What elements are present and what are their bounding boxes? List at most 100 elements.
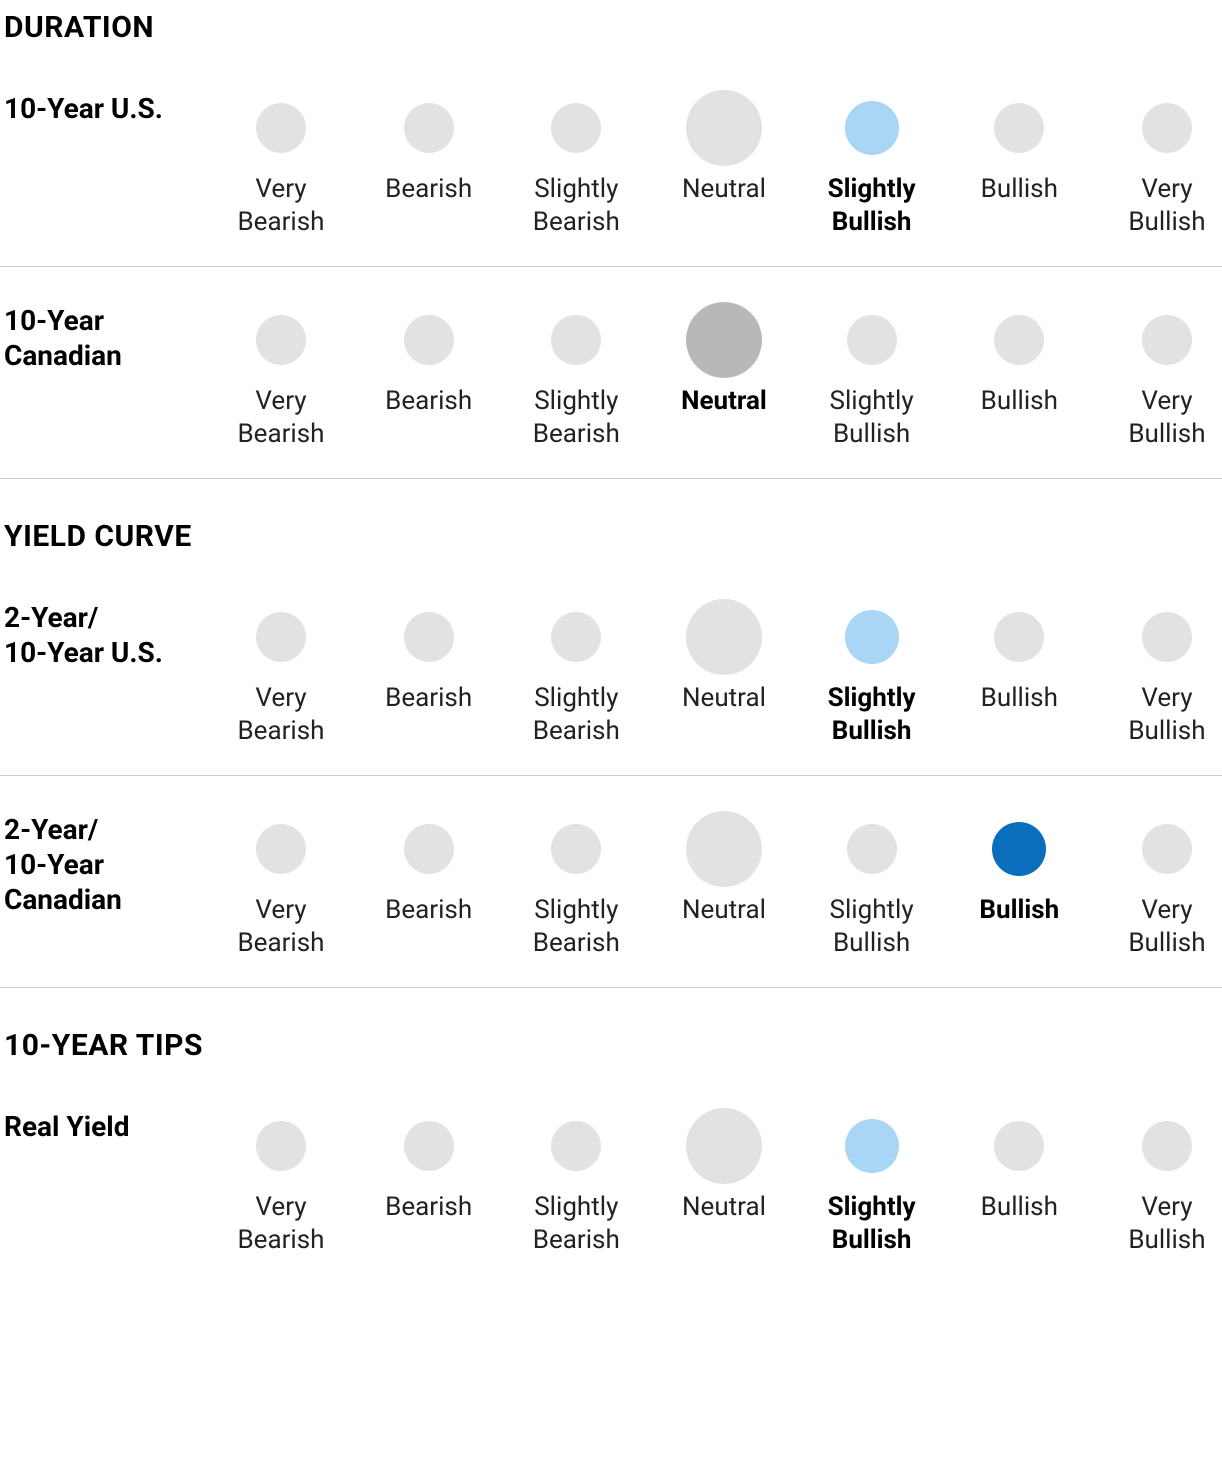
sentiment-dot (1142, 315, 1192, 365)
sentiment-dot (847, 824, 897, 874)
sentiment-dot (404, 1121, 454, 1171)
dot-wrap (992, 804, 1046, 894)
sentiment-dot (256, 103, 306, 153)
scale-label: Neutral (681, 385, 767, 418)
dot-wrap (404, 592, 454, 682)
scale-cell: VeryBearish (226, 1101, 336, 1256)
sentiment-dot (1142, 612, 1192, 662)
dot-wrap (845, 1101, 899, 1191)
dot-wrap (404, 804, 454, 894)
scale-cell: VeryBullish (1112, 295, 1222, 450)
sentiment-row: 2-Year/10-Year CanadianVeryBearishBearis… (0, 776, 1222, 988)
sentiment-dot (256, 315, 306, 365)
sentiment-row: 2-Year/10-Year U.S.VeryBearish Bearish Sli… (0, 564, 1222, 776)
sentiment-dot (551, 612, 601, 662)
scale-cell: VeryBearish (226, 804, 336, 959)
sentiment-scale: VeryBearishBearishSlightlyBearishNeutral… (226, 83, 1222, 238)
dot-wrap (845, 83, 899, 173)
sentiment-dot (845, 1119, 899, 1173)
sentiment-row: Real YieldVeryBearishBearishSlightlyBear… (0, 1073, 1222, 1284)
scale-label: Bullish (979, 894, 1059, 927)
scale-cell: Bearish (374, 83, 484, 238)
dot-wrap (686, 804, 762, 894)
dot-wrap (994, 592, 1044, 682)
scale-cell: SlightlyBullish (817, 295, 927, 450)
dot-wrap (847, 295, 897, 385)
sentiment-scale: VeryBearish Bearish SlightlyBearish Neutral… (226, 592, 1222, 747)
dot-wrap (256, 804, 306, 894)
scale-label: SlightlyBearish (533, 894, 620, 959)
scale-label: Neutral (682, 173, 766, 206)
dot-wrap (404, 1101, 454, 1191)
scale-cell: Bullish (964, 804, 1074, 959)
scale-label: VeryBullish (1128, 894, 1205, 959)
scale-cell: SlightlyBullish (817, 83, 927, 238)
dot-wrap (1142, 83, 1192, 173)
sentiment-dot (845, 610, 899, 664)
sentiment-dot (551, 103, 601, 153)
scale-cell: SlightlyBullish (817, 592, 927, 747)
scale-cell: VeryBullish (1112, 1101, 1222, 1256)
section-title: 10-YEAR TIPS (0, 1028, 1222, 1063)
dot-wrap (256, 1101, 306, 1191)
row-label: 2-Year/10-Year U.S. (4, 592, 226, 670)
sentiment-dot (686, 302, 762, 378)
scale-label: Neutral (682, 894, 766, 927)
sentiment-dot (845, 101, 899, 155)
scale-cell: VeryBearish (226, 592, 336, 747)
scale-cell: Bullish (964, 83, 1074, 238)
dot-wrap (845, 592, 899, 682)
sentiment-scale: VeryBearish Bearish SlightlyBearish Neutral… (226, 804, 1222, 959)
scale-cell: VeryBullish (1112, 592, 1222, 747)
sentiment-dot (551, 824, 601, 874)
dot-wrap (994, 295, 1044, 385)
dot-wrap (686, 83, 762, 173)
scale-label: Bullish (981, 1191, 1058, 1224)
scale-cell: Bullish (964, 1101, 1074, 1256)
scale-cell: Neutral (669, 592, 779, 747)
row-label: 10-Year Canadian (4, 295, 226, 373)
dot-wrap (1142, 804, 1192, 894)
scale-label: Bullish (981, 682, 1058, 715)
dot-wrap (551, 83, 601, 173)
scale-cell: Neutral (669, 83, 779, 238)
sentiment-dot (686, 599, 762, 675)
section-title: DURATION (0, 10, 1222, 45)
dot-wrap (1142, 1101, 1192, 1191)
sentiment-row: 10-Year CanadianVeryBearishBearishSlight… (0, 267, 1222, 479)
dot-wrap (551, 295, 601, 385)
scale-label: VeryBullish (1128, 682, 1205, 747)
scale-cell: Bearish (374, 1101, 484, 1256)
scale-cell: Bullish (964, 295, 1074, 450)
scale-label: Bearish (385, 1191, 472, 1224)
scale-label: VeryBullish (1128, 1191, 1205, 1256)
scale-label: Bearish (385, 173, 472, 206)
dot-wrap (256, 592, 306, 682)
sentiment-dot (686, 90, 762, 166)
sentiment-dot (994, 315, 1044, 365)
dot-wrap (256, 295, 306, 385)
scale-cell: Bearish (374, 804, 484, 959)
scale-label: SlightlyBullish (828, 682, 916, 747)
scale-cell: SlightlyBullish (817, 1101, 927, 1256)
sentiment-scale: VeryBearishBearishSlightlyBearishNeutral… (226, 1101, 1222, 1256)
dot-wrap (1142, 592, 1192, 682)
dot-wrap (404, 83, 454, 173)
scale-cell: Bearish (374, 295, 484, 450)
scale-label: VeryBearish (237, 894, 324, 959)
scale-label: VeryBearish (237, 173, 324, 238)
scale-label: Bearish (385, 682, 472, 715)
sentiment-dot (256, 824, 306, 874)
sentiment-dot (1142, 1121, 1192, 1171)
scale-label: SlightlyBullish (828, 173, 916, 238)
sentiment-dot (686, 1108, 762, 1184)
scale-label: Bearish (385, 894, 472, 927)
scale-label: Bearish (385, 385, 472, 418)
dot-wrap (686, 1101, 762, 1191)
scale-label: SlightlyBearish (533, 682, 620, 747)
dot-wrap (404, 295, 454, 385)
row-label: 10-Year U.S. (4, 83, 226, 126)
scale-cell: VeryBullish (1112, 804, 1222, 959)
scale-cell: VeryBullish (1112, 83, 1222, 238)
sentiment-dot (404, 824, 454, 874)
